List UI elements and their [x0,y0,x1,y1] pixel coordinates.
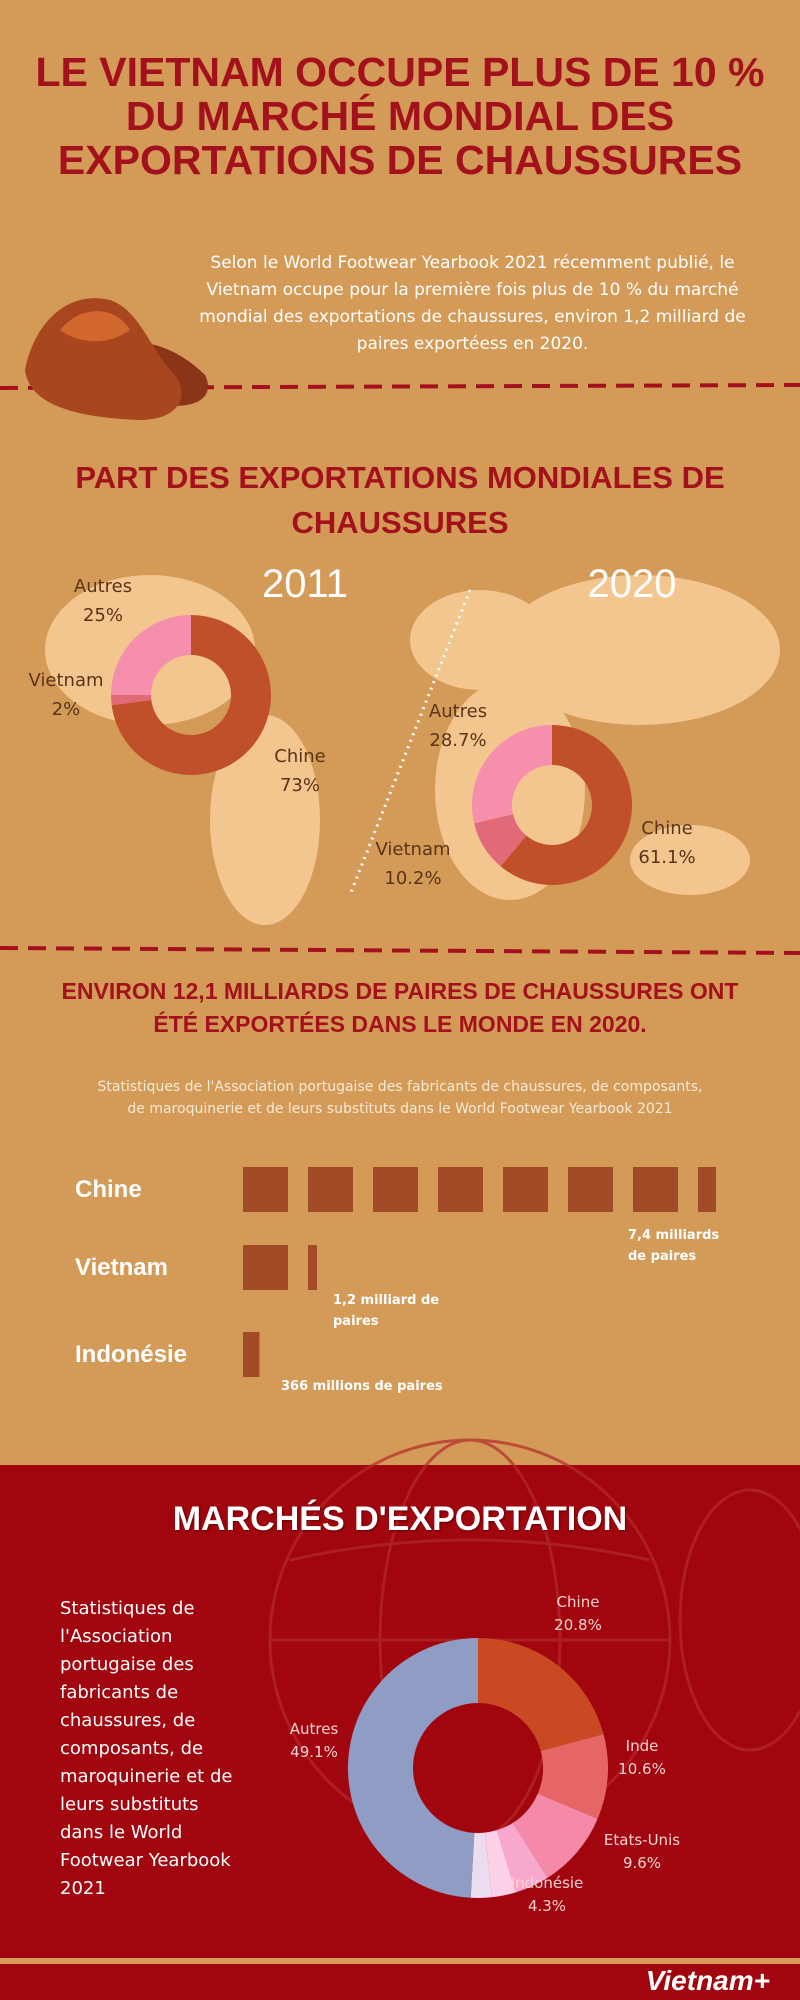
donut-slice [500,725,632,886]
pictogram-unit [633,1167,678,1212]
pictogram-unit [243,1167,288,1212]
slice-label: Autres [429,701,487,722]
donut-slice [111,615,191,695]
donut-slice [347,1638,478,1898]
slice-value: 28.7% [429,730,486,751]
slice-value: 4.3% [528,1897,566,1915]
divider [348,589,472,896]
pictogram-unit [373,1167,418,1212]
slice-value: 25% [83,605,123,626]
slice-label: Etats-Unis [604,1831,680,1849]
slice-label: Chine [641,818,692,839]
slice-label: Inde [626,1737,659,1755]
year-label: 2011 [262,562,348,606]
donut-slice [111,615,271,775]
pictogram-unit [243,1332,260,1377]
slice-value: 9.6% [623,1854,661,1872]
shoe-icon [25,298,208,420]
pictogram-unit [438,1167,483,1212]
donut-slice [512,1793,598,1878]
pictogram-unit [308,1245,317,1290]
year-label: 2020 [588,562,677,606]
category-label: Indonésie [75,1341,187,1368]
section-title: ENVIRON 12,1 MILLIARDS DE PAIRES DE CHAU… [61,978,739,1037]
footer-strip [0,1958,800,1964]
slice-label: Autres [290,1720,339,1738]
donut-slice [111,695,152,706]
value-label: 1,2 milliard de paires [333,1293,440,1329]
note: Statistiques de l'Association portugaise… [60,1598,233,1899]
slice-value: 61.1% [638,847,695,868]
pictogram-unit [503,1167,548,1212]
section-title: PART DES EXPORTATIONS MONDIALES DE CHAUS… [75,460,725,540]
category-label: Chine [75,1176,142,1203]
pictogram-unit [308,1167,353,1212]
slice-label: Chine [557,1593,600,1611]
logo: Vietnam+ [646,1965,770,1996]
source: Statistiques de l'Association portugaise… [97,1079,703,1117]
value-label: 366 millions de paires [281,1379,443,1394]
pictogram-unit [698,1167,716,1212]
dashed-line [0,383,800,390]
intro: Selon le World Footwear Yearbook 2021 ré… [199,253,746,354]
pictogram-unit [568,1167,613,1212]
slice-label: Chine [274,746,325,767]
slice-value: 10.6% [618,1760,666,1778]
slice-value: 2% [52,699,81,720]
slice-label: Vietnam [28,670,103,691]
slice-value: 49.1% [290,1743,338,1761]
donut-slice [472,725,552,824]
slice-label: Indonésie [511,1874,584,1892]
dashed-line [0,946,800,955]
section-title: MARCHÉS D'EXPORTATION [172,1500,628,1538]
donut-slice [484,1830,516,1898]
slice-label: Vietnam [375,839,450,860]
slice-value: 20.8% [554,1616,602,1634]
slice-value: 73% [280,775,320,796]
donut-slice [474,814,527,867]
title: LE VIETNAM OCCUPE PLUS DE 10 % DU MARCHÉ… [35,49,765,183]
pictogram-unit [243,1245,288,1290]
donut-slice [496,1822,548,1893]
donut-slice [478,1638,604,1752]
slice-value: 10.2% [384,868,441,889]
donut-slice [470,1832,492,1898]
footer-background [0,1964,800,2000]
category-label: Vietnam [75,1254,168,1281]
value-label: 7,4 milliards de paires [628,1228,720,1264]
donut-slice [537,1734,608,1819]
slice-label: Autres [74,576,132,597]
